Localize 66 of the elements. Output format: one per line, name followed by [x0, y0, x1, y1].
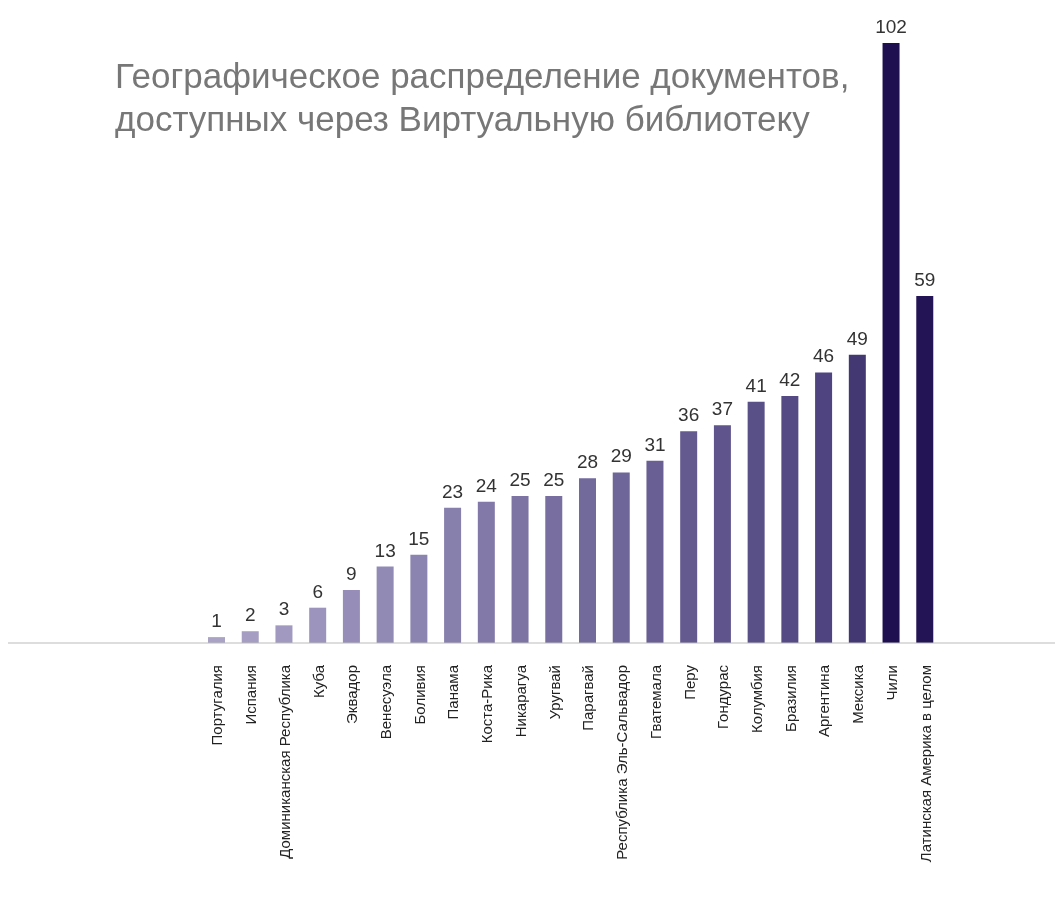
- bar: [815, 372, 833, 643]
- data-label: 13: [374, 539, 396, 561]
- bar: [309, 607, 327, 643]
- x-tick-label: Латинская Америка в целом: [916, 665, 934, 863]
- x-tick-label: Доминиканская Республика: [275, 664, 293, 859]
- text: Географическое распределение документов, доступных через Виртуальную библиотеку: [115, 55, 850, 140]
- x-tick-label: Куба: [309, 664, 327, 698]
- x-tick-label: Республика Эль-Сальвадор: [613, 665, 631, 860]
- x-tick-label: Панама: [444, 664, 462, 720]
- bar: [241, 631, 259, 643]
- data-label: 42: [779, 368, 801, 390]
- x-tick-label: Чили: [882, 665, 900, 701]
- data-label: 2: [244, 604, 256, 626]
- data-label: 59: [914, 268, 936, 290]
- bar: [477, 501, 495, 643]
- x-tick-label: Перу: [680, 664, 698, 700]
- x-tick-label: Аргентина: [815, 664, 833, 737]
- bar: [713, 425, 731, 643]
- bar: [444, 507, 462, 643]
- bar: [376, 566, 394, 643]
- bar: [410, 554, 428, 643]
- data-label: 46: [813, 345, 835, 367]
- x-tick-label: Парагвай: [579, 665, 597, 731]
- bar: [579, 478, 596, 643]
- x-tick-label: Бразилия: [781, 665, 799, 732]
- data-label: 23: [442, 480, 464, 502]
- x-tick-label: Португалия: [208, 665, 226, 746]
- x-tick-label: Гондурас: [714, 664, 732, 730]
- data-label: 102: [875, 16, 907, 37]
- x-tick-label: Коста-Рика: [478, 664, 496, 744]
- data-label: 6: [312, 580, 323, 602]
- bar: [511, 495, 529, 643]
- x-tick-label: Эквадор: [343, 665, 361, 724]
- data-label: 28: [576, 451, 599, 473]
- bar: [612, 472, 630, 643]
- bar: [848, 354, 866, 643]
- x-tick-label: Гватемала: [646, 664, 664, 739]
- bar: [882, 43, 900, 643]
- x-tick-label: Мексика: [849, 664, 867, 724]
- x-tick-label: Боливия: [410, 665, 428, 725]
- x-tick-label: Уругвай: [545, 665, 563, 720]
- bar: [342, 590, 360, 643]
- data-label: 25: [509, 468, 531, 490]
- data-label: 37: [711, 398, 733, 420]
- bar: [781, 395, 799, 643]
- data-label: 9: [346, 563, 357, 585]
- data-label: 31: [644, 433, 666, 455]
- bar: [747, 401, 765, 643]
- data-label: 41: [745, 374, 767, 396]
- data-label: 24: [475, 474, 498, 496]
- x-tick-label: Испания: [242, 665, 260, 725]
- bar: [545, 495, 563, 643]
- data-label: 49: [846, 327, 868, 349]
- data-label: 36: [678, 404, 700, 426]
- data-label: 25: [543, 468, 565, 490]
- bar: [646, 460, 664, 643]
- bar: [916, 295, 934, 643]
- data-label: 15: [408, 527, 430, 549]
- x-tick-label: Колумбия: [748, 665, 765, 734]
- data-label: 1: [211, 610, 222, 632]
- bar: [680, 431, 698, 643]
- data-label: 3: [278, 598, 290, 620]
- bar: [275, 625, 293, 643]
- x-tick-label: Никарагуа: [511, 664, 529, 738]
- x-tick-label: Венесуэла: [377, 664, 394, 740]
- data-label: 29: [610, 445, 632, 467]
